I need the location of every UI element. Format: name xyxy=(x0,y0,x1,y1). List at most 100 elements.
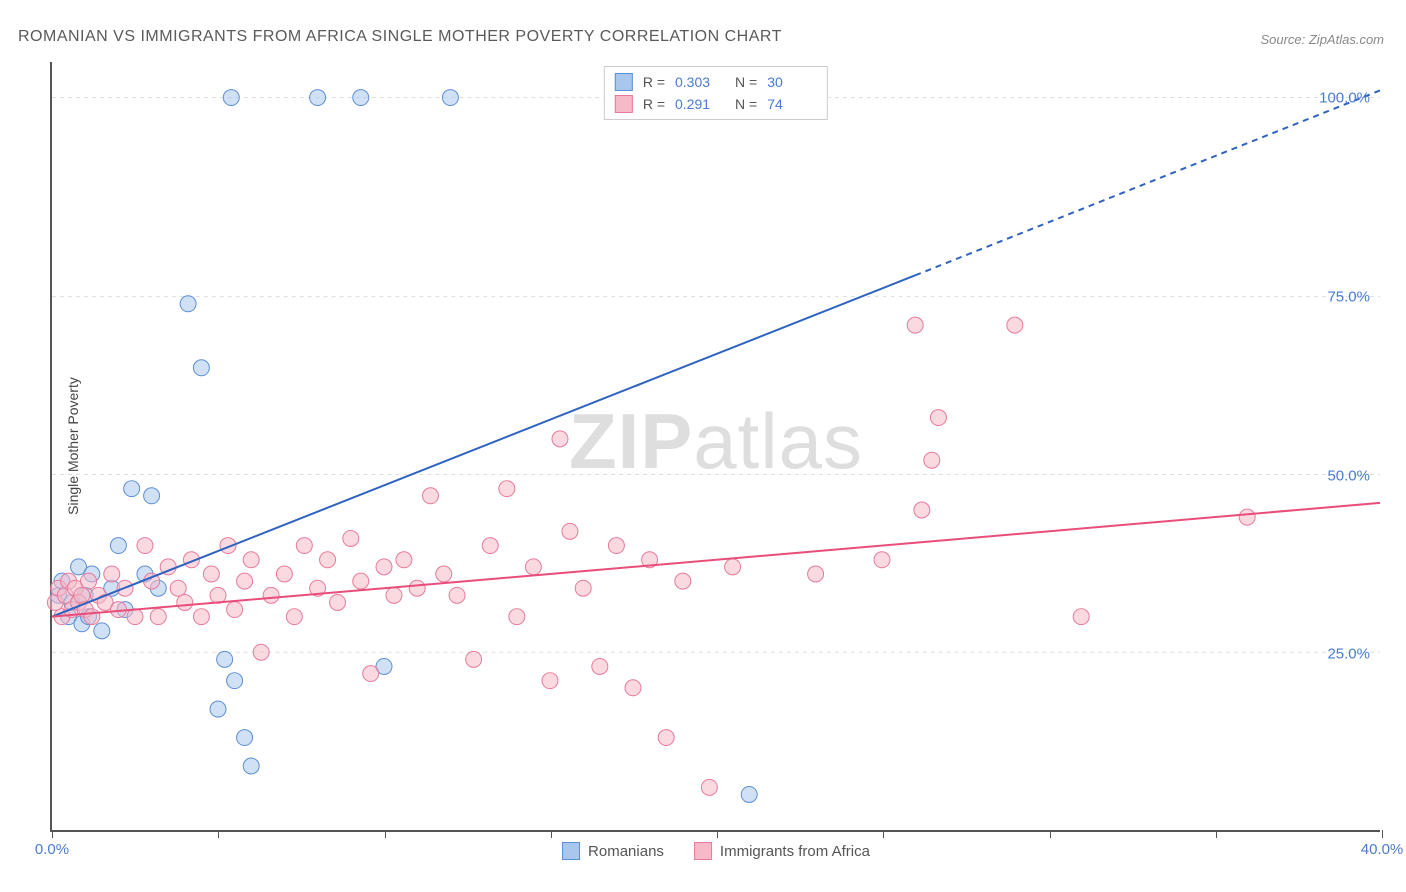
data-point-immigrants_africa xyxy=(237,573,253,589)
x-tick xyxy=(385,830,386,838)
x-tick xyxy=(1216,830,1217,838)
data-point-immigrants_africa xyxy=(924,452,940,468)
data-point-immigrants_africa xyxy=(104,566,120,582)
legend-item-romanians: Romanians xyxy=(562,842,664,860)
x-tick xyxy=(218,830,219,838)
data-point-immigrants_africa xyxy=(263,587,279,603)
trend-line-dashed-romanians xyxy=(915,90,1380,275)
data-point-romanians xyxy=(180,296,196,312)
data-point-immigrants_africa xyxy=(874,552,890,568)
n-value: 30 xyxy=(767,74,817,90)
data-point-romanians xyxy=(223,90,239,106)
r-label: R = xyxy=(643,74,665,90)
data-point-immigrants_africa xyxy=(363,666,379,682)
data-point-immigrants_africa xyxy=(193,609,209,625)
x-tick xyxy=(883,830,884,838)
data-point-romanians xyxy=(442,90,458,106)
data-point-immigrants_africa xyxy=(409,580,425,596)
plot-area: ZIPatlas R =0.303N =30R =0.291N =74 Roma… xyxy=(50,62,1380,832)
data-point-romanians xyxy=(237,730,253,746)
data-point-immigrants_africa xyxy=(542,673,558,689)
data-point-romanians xyxy=(227,673,243,689)
data-point-immigrants_africa xyxy=(286,609,302,625)
data-point-immigrants_africa xyxy=(84,609,100,625)
data-point-immigrants_africa xyxy=(625,680,641,696)
legend-series: Romanians Immigrants from Africa xyxy=(562,842,870,860)
plot-svg xyxy=(52,62,1380,830)
x-tick xyxy=(1382,830,1383,838)
data-point-immigrants_africa xyxy=(376,559,392,575)
data-point-immigrants_africa xyxy=(592,658,608,674)
data-point-immigrants_africa xyxy=(562,523,578,539)
data-point-immigrants_africa xyxy=(675,573,691,589)
data-point-immigrants_africa xyxy=(725,559,741,575)
y-tick-label: 75.0% xyxy=(1327,289,1370,306)
data-point-immigrants_africa xyxy=(81,573,97,589)
data-point-immigrants_africa xyxy=(499,481,515,497)
data-point-immigrants_africa xyxy=(449,587,465,603)
legend-swatch xyxy=(615,95,633,113)
legend-swatch xyxy=(562,842,580,860)
data-point-immigrants_africa xyxy=(74,587,90,603)
data-point-immigrants_africa xyxy=(914,502,930,518)
data-point-immigrants_africa xyxy=(210,587,226,603)
data-point-immigrants_africa xyxy=(127,609,143,625)
data-point-immigrants_africa xyxy=(296,538,312,554)
data-point-romanians xyxy=(94,623,110,639)
data-point-immigrants_africa xyxy=(203,566,219,582)
data-point-immigrants_africa xyxy=(150,609,166,625)
data-point-immigrants_africa xyxy=(320,552,336,568)
x-tick xyxy=(52,830,53,838)
x-tick xyxy=(1050,830,1051,838)
n-label: N = xyxy=(735,74,757,90)
data-point-romanians xyxy=(124,481,140,497)
x-tick xyxy=(717,830,718,838)
data-point-immigrants_africa xyxy=(177,594,193,610)
data-point-immigrants_africa xyxy=(552,431,568,447)
data-point-immigrants_africa xyxy=(422,488,438,504)
data-point-immigrants_africa xyxy=(227,602,243,618)
data-point-immigrants_africa xyxy=(137,538,153,554)
data-point-immigrants_africa xyxy=(1073,609,1089,625)
legend-label: Immigrants from Africa xyxy=(720,843,870,860)
data-point-immigrants_africa xyxy=(396,552,412,568)
r-label: R = xyxy=(643,96,665,112)
data-point-immigrants_africa xyxy=(436,566,452,582)
x-tick xyxy=(551,830,552,838)
trend-line-romanians xyxy=(52,275,915,616)
data-point-immigrants_africa xyxy=(907,317,923,333)
data-point-romanians xyxy=(217,651,233,667)
data-point-romanians xyxy=(110,538,126,554)
source-label: Source: ZipAtlas.com xyxy=(1260,32,1384,47)
data-point-immigrants_africa xyxy=(525,559,541,575)
data-point-immigrants_africa xyxy=(466,651,482,667)
r-value: 0.303 xyxy=(675,74,725,90)
data-point-immigrants_africa xyxy=(253,644,269,660)
x-tick-label: 40.0% xyxy=(1361,841,1404,858)
data-point-romanians xyxy=(741,786,757,802)
data-point-immigrants_africa xyxy=(608,538,624,554)
data-point-immigrants_africa xyxy=(343,530,359,546)
data-point-romanians xyxy=(353,90,369,106)
data-point-immigrants_africa xyxy=(509,609,525,625)
data-point-immigrants_africa xyxy=(575,580,591,596)
legend-row-romanians: R = 0.303 N = 30 xyxy=(615,71,817,93)
data-point-immigrants_africa xyxy=(930,410,946,426)
legend-label: Romanians xyxy=(588,843,664,860)
r-value: 0.291 xyxy=(675,96,725,112)
chart-title: ROMANIAN VS IMMIGRANTS FROM AFRICA SINGL… xyxy=(18,28,782,46)
data-point-immigrants_africa xyxy=(243,552,259,568)
data-point-immigrants_africa xyxy=(701,779,717,795)
legend-correlation-box: R =0.303N =30R =0.291N =74 xyxy=(604,66,828,120)
y-tick-label: 100.0% xyxy=(1319,89,1370,106)
data-point-immigrants_africa xyxy=(808,566,824,582)
data-point-immigrants_africa xyxy=(330,594,346,610)
y-tick-label: 25.0% xyxy=(1327,645,1370,662)
x-tick-label: 0.0% xyxy=(35,841,69,858)
data-point-romanians xyxy=(210,701,226,717)
data-point-immigrants_africa xyxy=(276,566,292,582)
data-point-immigrants_africa xyxy=(1239,509,1255,525)
data-point-immigrants_africa xyxy=(658,730,674,746)
legend-swatch xyxy=(694,842,712,860)
data-point-immigrants_africa xyxy=(353,573,369,589)
